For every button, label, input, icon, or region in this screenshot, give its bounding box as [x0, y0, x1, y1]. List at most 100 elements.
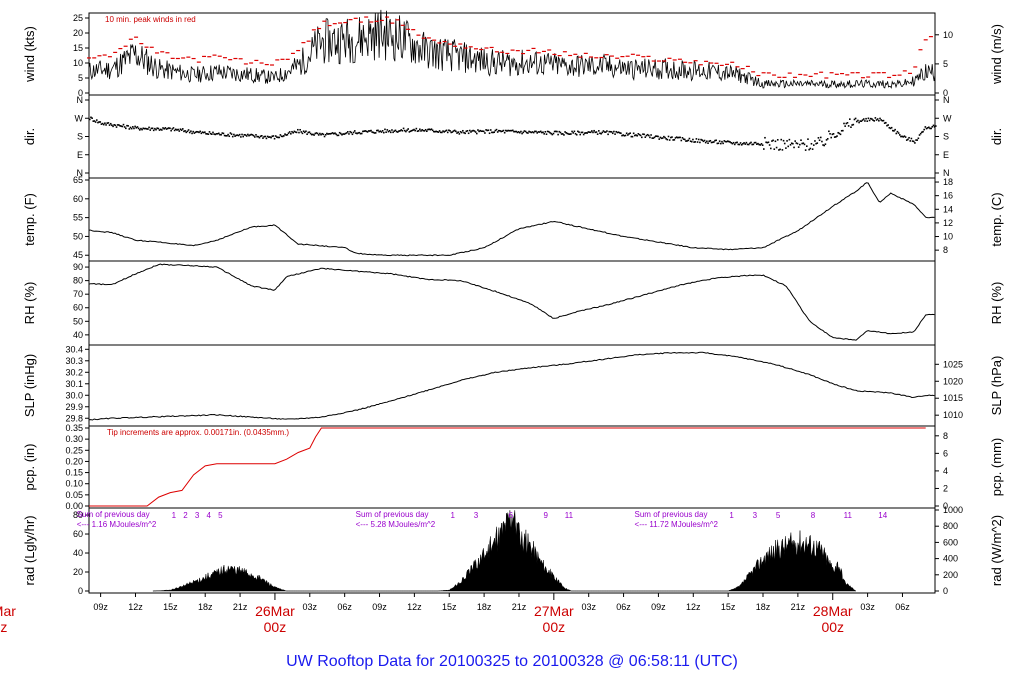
dir-point — [543, 133, 545, 135]
dir-point — [638, 133, 641, 136]
dir-point — [623, 134, 626, 137]
dir-point — [888, 126, 891, 129]
dir-point — [789, 144, 792, 146]
dir-point — [422, 129, 425, 132]
dir-point — [118, 124, 120, 126]
dir-point — [436, 130, 439, 133]
x-tick-label: 15z — [721, 602, 736, 612]
dir-point — [364, 130, 367, 132]
dir-point — [278, 136, 281, 139]
dir-point — [145, 128, 148, 130]
dir-point — [415, 127, 418, 130]
dir-point — [768, 144, 771, 146]
dir-point — [565, 132, 568, 134]
dir-point — [680, 139, 683, 142]
dir-point — [409, 130, 412, 133]
dir-point — [168, 127, 170, 129]
panel-pcp: 0.000.050.100.15 0.200.250.300.35 0 2 4 6 8 pcp… — [22, 423, 1004, 511]
dir-point — [779, 148, 781, 151]
dir-point — [112, 125, 114, 128]
dir-point — [133, 127, 135, 130]
daily-sum-value: <--- 11.72 MJoules/m^2 — [635, 520, 719, 529]
dir-point — [601, 131, 604, 134]
dir-point — [478, 130, 480, 133]
dir-point — [721, 140, 723, 143]
dir-point — [911, 140, 914, 142]
x-tick-label: 03z — [860, 602, 875, 612]
dir-point — [269, 136, 271, 138]
dir-point — [644, 136, 647, 138]
dir-point — [771, 140, 773, 142]
dir-point — [272, 135, 275, 137]
y-axis-title: wind (kts) — [22, 26, 37, 83]
dir-point — [728, 140, 730, 143]
dir-point — [707, 142, 709, 144]
dir-point — [326, 132, 328, 135]
y-tick-label: S — [77, 132, 83, 142]
dir-point — [488, 132, 491, 135]
dir-point — [489, 129, 492, 131]
dir-point — [620, 132, 622, 135]
rh-trace — [88, 263, 935, 341]
dir-point — [417, 130, 420, 132]
dir-point — [115, 126, 118, 128]
dir-point — [126, 124, 128, 127]
dir-point — [469, 129, 471, 132]
dir-point — [781, 149, 784, 151]
dir-point — [335, 133, 337, 136]
dir-point — [242, 135, 244, 138]
dir-point — [842, 129, 844, 132]
dir-point — [190, 130, 192, 133]
panel-frame — [88, 94, 936, 179]
dir-point — [683, 138, 686, 141]
dir-point — [407, 128, 410, 130]
dir-point — [857, 119, 859, 122]
hour-marker: 6 — [509, 511, 514, 520]
dir-point — [258, 136, 261, 139]
dir-point — [293, 130, 296, 133]
dir-point — [197, 131, 199, 133]
dir-point — [97, 121, 99, 124]
dir-point — [580, 131, 583, 134]
panel-frame — [88, 344, 936, 427]
dir-point — [715, 139, 717, 142]
footer-title: UW Rooftop Data for 20100325 to 20100328… — [286, 653, 738, 670]
dir-point — [187, 129, 190, 131]
x-day-label: 26Mar — [255, 603, 295, 619]
y-right-tick-label: 1020 — [943, 376, 963, 386]
dir-point — [111, 124, 113, 127]
dir-point — [141, 128, 143, 131]
dir-point — [158, 129, 161, 131]
y-axis-right-title: rad (W/m^2) — [989, 515, 1004, 586]
y-tick-label: 20 — [73, 567, 83, 577]
x-tick-label: 09z — [651, 602, 666, 612]
dir-point — [502, 129, 505, 132]
dir-point — [338, 131, 341, 134]
dir-point — [796, 142, 799, 145]
dir-point — [442, 130, 444, 132]
dir-point — [238, 133, 241, 136]
y-axis-title: temp. (F) — [22, 193, 37, 246]
dir-point — [736, 141, 738, 144]
dir-point — [123, 126, 126, 128]
y-right-tick-label: S — [943, 132, 949, 142]
dir-point — [904, 136, 907, 138]
dir-point — [240, 136, 242, 138]
y-right-tick-label: 0 — [943, 501, 948, 511]
dir-point — [709, 139, 712, 142]
hour-marker: 4 — [206, 511, 211, 520]
x-tick-label: 12z — [686, 602, 701, 612]
dir-point — [923, 128, 925, 131]
dir-point — [456, 132, 458, 134]
dir-point — [544, 130, 547, 133]
y-axis-right-title: pcp. (mm) — [989, 438, 1004, 497]
dir-point — [926, 127, 929, 129]
dir-point — [206, 133, 208, 135]
dir-point — [657, 135, 659, 138]
dir-point — [578, 131, 580, 133]
dir-point — [470, 131, 472, 133]
dir-point — [530, 131, 533, 134]
dir-point — [378, 130, 380, 133]
dir-point — [401, 129, 404, 132]
dir-point — [563, 134, 565, 136]
